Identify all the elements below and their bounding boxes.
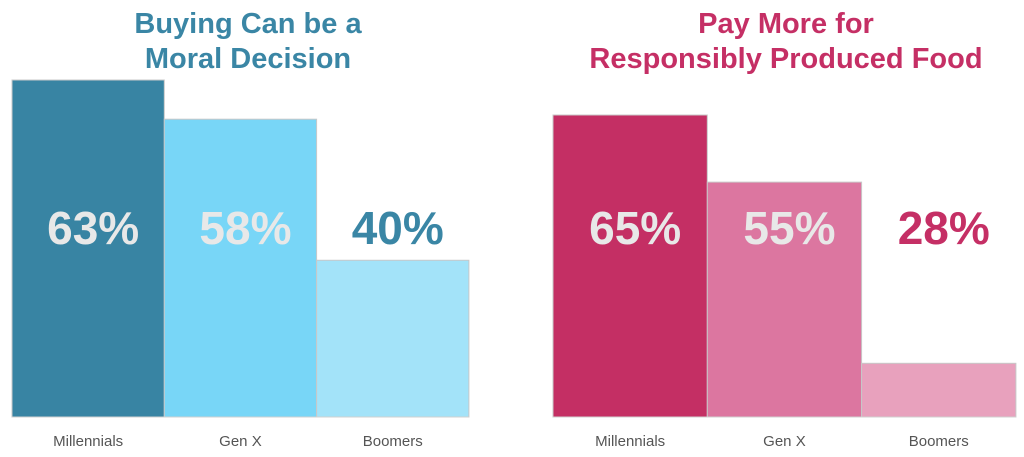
category-label: Millennials	[595, 433, 665, 450]
bar-gen-x	[163, 118, 318, 418]
data-label: 63%	[47, 202, 139, 254]
bar-boomers	[861, 362, 1017, 418]
category-label: Gen X	[219, 433, 262, 450]
bar-millennials	[11, 79, 165, 418]
bar-millennials	[552, 114, 708, 418]
bar-gen-x	[706, 181, 863, 418]
chart-title-moral-decision: Buying Can be a Moral Decision	[88, 7, 408, 77]
title-line: Pay More for	[698, 8, 874, 40]
category-label: Gen X	[763, 433, 806, 450]
category-label: Millennials	[53, 433, 123, 450]
data-label: 55%	[743, 202, 835, 254]
data-label: 65%	[589, 202, 681, 254]
data-label: 28%	[898, 202, 990, 254]
data-label: 40%	[352, 202, 444, 254]
bar-boomers	[316, 259, 470, 418]
chart-title-pay-more: Pay More for Responsibly Produced Food	[566, 7, 1006, 77]
data-label: 58%	[199, 202, 291, 254]
category-label: Boomers	[363, 433, 423, 450]
category-label: Boomers	[909, 433, 969, 450]
title-line: Buying Can be a	[134, 8, 362, 40]
title-line: Responsibly Produced Food	[589, 43, 983, 75]
title-line: Moral Decision	[144, 43, 352, 75]
